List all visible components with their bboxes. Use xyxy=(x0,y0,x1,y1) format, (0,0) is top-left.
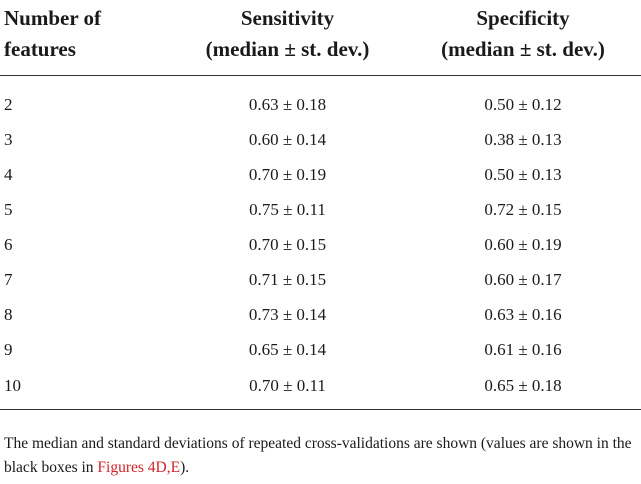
results-table: Number of features Sensitivity (median ±… xyxy=(0,0,641,410)
cell-specificity: 0.50 ± 0.13 xyxy=(484,164,562,184)
cell-sensitivity: 0.70 ± 0.15 xyxy=(248,234,327,254)
cell-features: 6 xyxy=(4,234,13,254)
cell-specificity: 0.60 ± 0.19 xyxy=(484,234,562,254)
results-table-container: Number of features Sensitivity (median ±… xyxy=(0,0,641,410)
header-specificity: Specificity (median ± st. dev.) xyxy=(405,0,641,76)
footnote-text: The median and standard deviations of re… xyxy=(4,435,632,476)
figures-link[interactable]: Figures 4D,E xyxy=(97,459,181,476)
header-number-of-features-line2: features xyxy=(4,37,76,61)
table-row: 3 0.60 ± 0.14 0.38 ± 0.13 xyxy=(0,122,641,157)
header-specificity-line2: (median ± st. dev.) xyxy=(441,37,605,61)
cell-sensitivity: 0.63 ± 0.18 xyxy=(248,94,327,114)
footnote-text-end: ). xyxy=(180,459,190,476)
table-row: 10 0.70 ± 0.11 0.65 ± 0.18 xyxy=(0,367,641,410)
cell-sensitivity: 0.65 ± 0.14 xyxy=(248,339,327,359)
cell-specificity: 0.60 ± 0.17 xyxy=(484,269,562,289)
header-sensitivity-line2: (median ± st. dev.) xyxy=(205,37,370,61)
cell-sensitivity: 0.75 ± 0.11 xyxy=(249,199,326,219)
cell-features: 10 xyxy=(0,367,170,410)
table-header: Number of features Sensitivity (median ±… xyxy=(0,0,641,76)
table-row: 2 0.63 ± 0.18 0.50 ± 0.12 xyxy=(0,76,641,123)
cell-sensitivity: 0.70 ± 0.11 xyxy=(170,367,405,410)
header-specificity-line1: Specificity xyxy=(476,6,570,30)
table-body: 2 0.63 ± 0.18 0.50 ± 0.12 3 0.60 ± 0.14 … xyxy=(0,76,641,410)
cell-features: 8 xyxy=(4,304,13,324)
cell-features: 5 xyxy=(4,199,13,219)
cell-specificity: 0.72 ± 0.15 xyxy=(484,199,562,219)
table-footnote: The median and standard deviations of re… xyxy=(4,432,634,480)
table-row: 8 0.73 ± 0.14 0.63 ± 0.16 xyxy=(0,297,641,332)
header-sensitivity-line1: Sensitivity xyxy=(240,6,335,30)
cell-specificity: 0.38 ± 0.13 xyxy=(484,129,562,149)
cell-specificity: 0.50 ± 0.12 xyxy=(484,94,562,114)
cell-specificity: 0.63 ± 0.16 xyxy=(484,304,562,324)
cell-features: 2 xyxy=(4,94,13,114)
cell-features: 9 xyxy=(4,339,13,359)
table-row: 6 0.70 ± 0.15 0.60 ± 0.19 xyxy=(0,227,641,262)
cell-features: 3 xyxy=(4,129,13,149)
table-row: 9 0.65 ± 0.14 0.61 ± 0.16 xyxy=(0,332,641,367)
cell-sensitivity: 0.73 ± 0.14 xyxy=(248,304,327,324)
cell-features: 7 xyxy=(4,269,13,289)
cell-sensitivity: 0.60 ± 0.14 xyxy=(248,129,327,149)
table-row: 7 0.71 ± 0.15 0.60 ± 0.17 xyxy=(0,262,641,297)
cell-sensitivity: 0.71 ± 0.15 xyxy=(248,269,327,289)
table-row: 5 0.75 ± 0.11 0.72 ± 0.15 xyxy=(0,192,641,227)
cell-specificity: 0.61 ± 0.16 xyxy=(484,339,562,359)
cell-sensitivity: 0.70 ± 0.19 xyxy=(248,164,327,184)
header-number-of-features: Number of features xyxy=(0,0,170,76)
table-row: 4 0.70 ± 0.19 0.50 ± 0.13 xyxy=(0,157,641,192)
header-row: Number of features Sensitivity (median ±… xyxy=(0,0,641,76)
cell-features: 4 xyxy=(4,164,13,184)
header-number-of-features-line1: Number of xyxy=(4,6,102,30)
cell-specificity: 0.65 ± 0.18 xyxy=(405,367,641,410)
header-sensitivity: Sensitivity (median ± st. dev.) xyxy=(170,0,405,76)
